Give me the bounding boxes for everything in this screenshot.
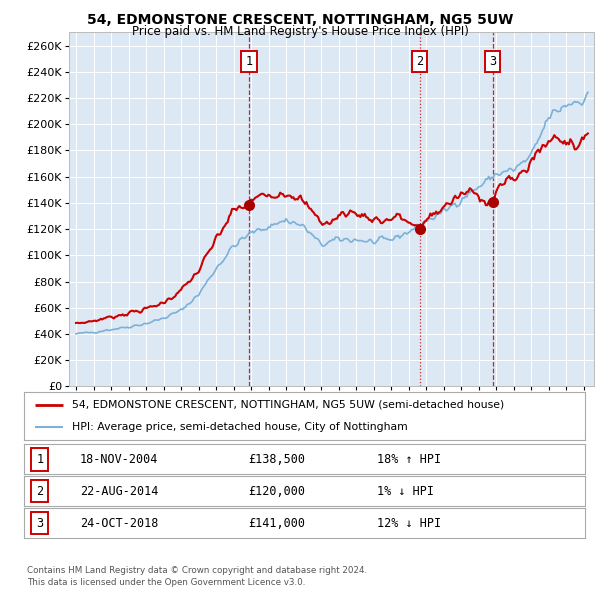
Text: £141,000: £141,000	[248, 516, 305, 530]
Text: 12% ↓ HPI: 12% ↓ HPI	[377, 516, 442, 530]
Text: 1% ↓ HPI: 1% ↓ HPI	[377, 484, 434, 498]
Text: 54, EDMONSTONE CRESCENT, NOTTINGHAM, NG5 5UW (semi-detached house): 54, EDMONSTONE CRESCENT, NOTTINGHAM, NG5…	[71, 399, 504, 409]
Text: 1: 1	[36, 453, 43, 466]
Text: 18% ↑ HPI: 18% ↑ HPI	[377, 453, 442, 466]
Text: Price paid vs. HM Land Registry's House Price Index (HPI): Price paid vs. HM Land Registry's House …	[131, 25, 469, 38]
Text: 2: 2	[36, 484, 43, 498]
Text: 22-AUG-2014: 22-AUG-2014	[80, 484, 158, 498]
Text: 54, EDMONSTONE CRESCENT, NOTTINGHAM, NG5 5UW: 54, EDMONSTONE CRESCENT, NOTTINGHAM, NG5…	[87, 13, 513, 27]
Text: 24-OCT-2018: 24-OCT-2018	[80, 516, 158, 530]
Text: £138,500: £138,500	[248, 453, 305, 466]
Text: 1: 1	[245, 55, 253, 68]
Text: £120,000: £120,000	[248, 484, 305, 498]
Text: 3: 3	[489, 55, 496, 68]
Text: 3: 3	[36, 516, 43, 530]
Text: HPI: Average price, semi-detached house, City of Nottingham: HPI: Average price, semi-detached house,…	[71, 422, 407, 432]
Text: Contains HM Land Registry data © Crown copyright and database right 2024.
This d: Contains HM Land Registry data © Crown c…	[27, 566, 367, 587]
Text: 18-NOV-2004: 18-NOV-2004	[80, 453, 158, 466]
Text: 2: 2	[416, 55, 423, 68]
